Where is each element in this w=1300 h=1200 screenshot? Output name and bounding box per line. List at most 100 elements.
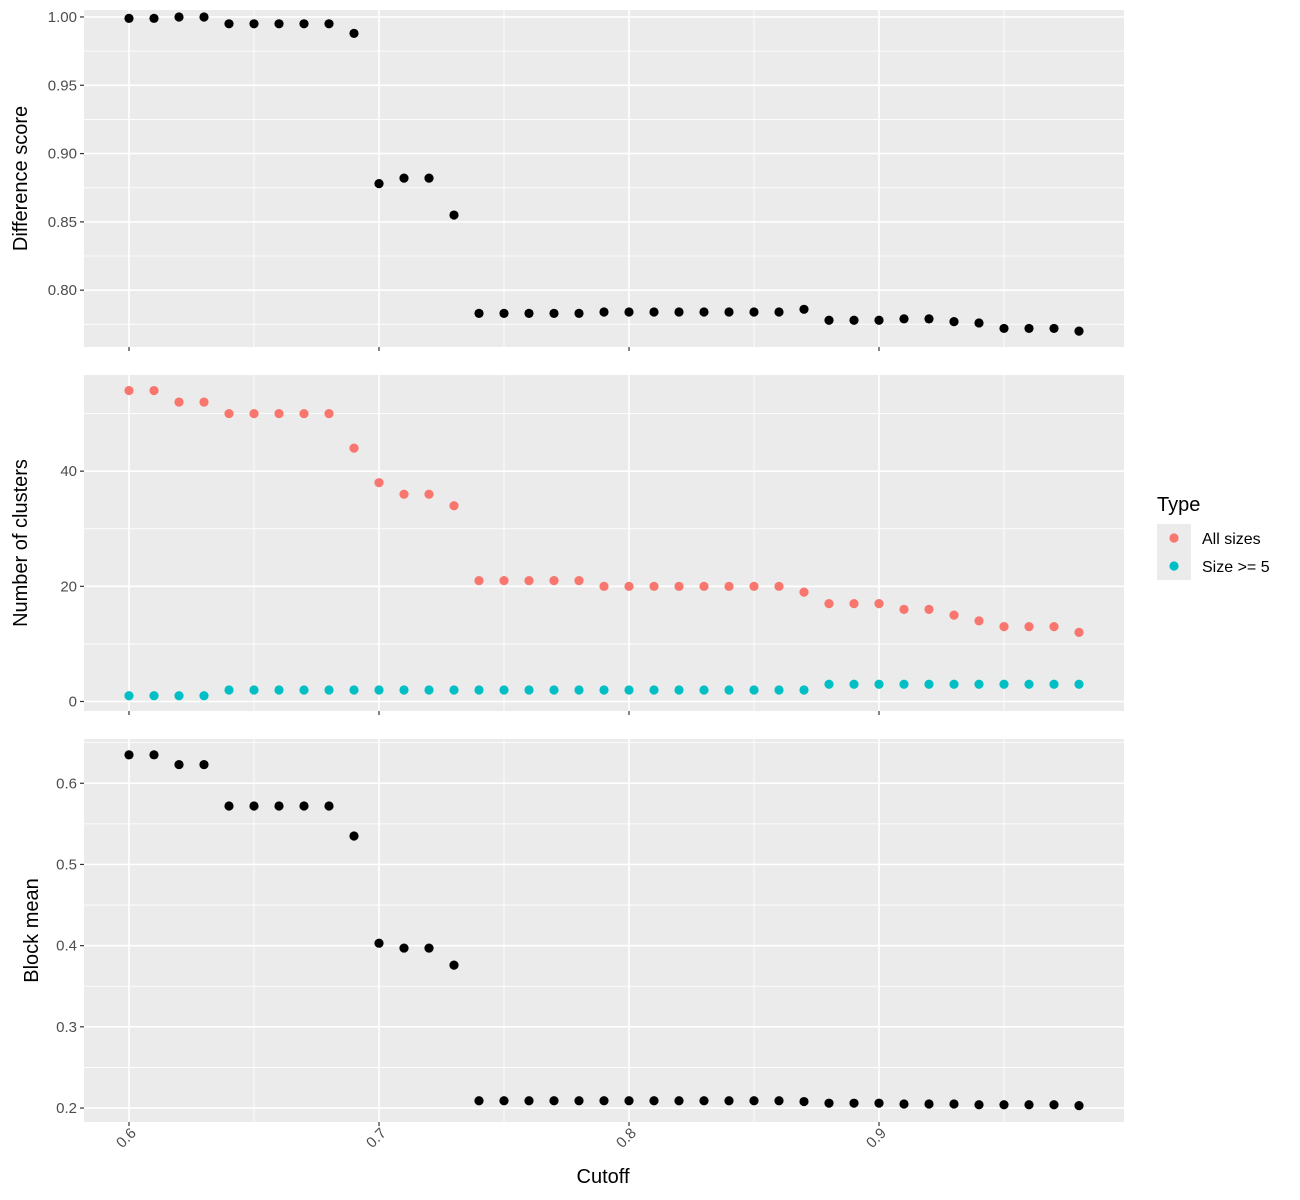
- data-point: [999, 323, 1009, 334]
- y-tick-label: 0.5: [56, 856, 77, 873]
- data-point: [949, 316, 959, 327]
- data-point: [499, 308, 509, 318]
- x-tick-label: 0.7: [363, 1125, 390, 1152]
- data-point: [599, 307, 609, 317]
- data-point: [349, 831, 359, 841]
- data-point: [699, 581, 709, 591]
- data-point: [524, 685, 534, 695]
- data-point: [124, 691, 134, 701]
- data-point: [424, 685, 434, 695]
- data-point: [249, 685, 259, 695]
- data-point: [724, 1096, 734, 1106]
- x-tick-label: 0.8: [613, 1125, 640, 1152]
- data-point: [799, 304, 809, 314]
- data-point: [824, 599, 834, 609]
- data-point: [974, 616, 984, 626]
- data-point: [799, 685, 809, 695]
- data-point: [299, 801, 309, 811]
- data-point: [774, 307, 784, 317]
- y-tick-label: 40: [60, 463, 77, 480]
- data-point: [524, 308, 534, 318]
- data-point: [574, 685, 584, 695]
- data-point: [674, 685, 684, 695]
- data-point: [449, 501, 459, 511]
- data-point: [824, 679, 834, 689]
- data-point: [424, 943, 434, 953]
- data-point: [874, 599, 884, 609]
- data-point: [249, 801, 259, 811]
- data-point: [599, 1096, 609, 1106]
- y-tick-label: 0.4: [56, 938, 77, 955]
- data-point: [949, 610, 959, 620]
- data-point: [174, 12, 184, 22]
- data-point: [874, 315, 884, 325]
- data-point: [924, 314, 934, 324]
- data-point: [674, 307, 684, 317]
- data-point: [699, 685, 709, 695]
- data-point: [724, 581, 734, 591]
- data-point: [799, 1096, 809, 1107]
- data-point: [799, 587, 809, 597]
- data-point: [999, 679, 1009, 689]
- data-point: [224, 19, 234, 29]
- data-point: [424, 489, 434, 499]
- chart-panels: 0.80 0.85 0.90 0.95 1.00 Difference score 0 20 4…: [10, 9, 1124, 1152]
- data-point: [124, 750, 134, 760]
- data-point: [249, 408, 259, 419]
- data-point: [299, 685, 309, 695]
- data-point: [574, 575, 584, 586]
- data-point: [624, 1096, 634, 1106]
- y-tick-label: 0.6: [56, 775, 77, 792]
- panel-1: 0.80 0.85 0.90 0.95 1.00 Difference score: [10, 9, 1124, 351]
- data-point: [199, 691, 209, 701]
- panel-3: 0.2 0.3 0.4 0.5 0.6 Block mean: [21, 739, 1124, 1126]
- data-point: [274, 408, 284, 419]
- y-tick-label: 1.00: [48, 9, 77, 26]
- data-point: [1049, 679, 1059, 689]
- y-tick-label: 0.80: [48, 282, 77, 299]
- data-point: [774, 685, 784, 695]
- data-point: [1024, 1100, 1034, 1110]
- data-point: [474, 308, 484, 318]
- x-tick-labels: 0.6 0.7 0.8 0.9: [113, 1125, 890, 1152]
- data-point: [174, 397, 184, 407]
- legend-title: Type: [1157, 494, 1200, 516]
- data-point: [899, 604, 909, 614]
- data-point: [274, 801, 284, 811]
- data-point: [999, 1100, 1009, 1110]
- legend-entry: Size >= 5: [1157, 552, 1270, 580]
- x-tick-label: 0.6: [113, 1125, 140, 1152]
- panel-2: 0 20 40 Number of clusters: [10, 375, 1124, 715]
- data-point: [499, 1096, 509, 1106]
- data-point: [949, 1099, 959, 1109]
- data-point: [924, 1099, 934, 1109]
- data-point: [399, 685, 409, 695]
- legend: Type All sizes Size >= 5: [1157, 494, 1270, 580]
- data-point: [149, 13, 159, 23]
- y-axis-title: Number of clusters: [10, 459, 32, 627]
- data-point: [624, 307, 634, 317]
- data-point: [874, 679, 884, 689]
- data-point: [649, 1096, 659, 1106]
- y-axis-title: Difference score: [10, 106, 32, 251]
- data-point: [449, 685, 459, 695]
- data-point: [574, 1096, 584, 1106]
- y-tick-label: 0.3: [56, 1019, 77, 1036]
- data-point: [824, 315, 834, 325]
- data-point: [974, 679, 984, 689]
- data-point: [549, 575, 559, 586]
- data-point: [699, 1096, 709, 1106]
- data-point: [449, 960, 459, 970]
- data-point: [599, 685, 609, 695]
- data-point: [649, 685, 659, 695]
- data-point: [1024, 679, 1034, 689]
- data-point: [699, 307, 709, 317]
- data-point: [749, 307, 759, 317]
- data-point: [149, 385, 159, 396]
- data-point: [224, 801, 234, 811]
- legend-label: All sizes: [1202, 531, 1261, 548]
- data-point: [349, 685, 359, 695]
- x-axis-title: Cutoff: [577, 1166, 630, 1188]
- data-point: [274, 685, 284, 695]
- data-point: [974, 1100, 984, 1110]
